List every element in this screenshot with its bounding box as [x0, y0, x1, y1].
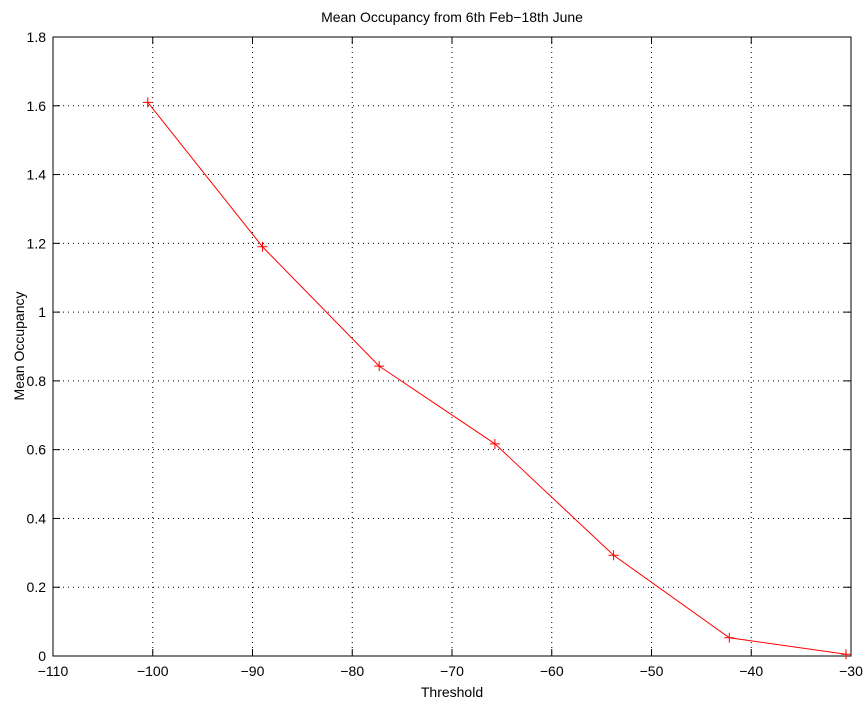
y-tick-label: 1.4	[27, 167, 47, 183]
grid	[53, 37, 851, 656]
x-tick-label: −60	[540, 663, 564, 679]
y-axis-label: Mean Occupancy	[11, 292, 27, 401]
x-axis-label: Threshold	[421, 684, 483, 700]
y-tick-label: 1.8	[27, 29, 47, 45]
data-point-marker	[374, 361, 385, 372]
x-tick-label: −80	[340, 663, 364, 679]
x-tick-label: −110	[38, 663, 69, 679]
y-tick-label: 0	[38, 648, 46, 664]
series-group	[142, 97, 852, 660]
y-tick-label: 1.6	[27, 98, 47, 114]
data-point-marker	[608, 550, 619, 561]
x-tick-label: −70	[440, 663, 464, 679]
chart-title: Mean Occupancy from 6th Feb−18th June	[321, 9, 583, 25]
data-point-marker	[724, 632, 735, 643]
y-tick-label: 0.4	[27, 510, 47, 526]
x-tick-label: −50	[640, 663, 664, 679]
x-tick-label: −40	[739, 663, 763, 679]
x-tick-label: −30	[839, 663, 863, 679]
x-tick-label: −100	[137, 663, 169, 679]
y-tick-label: 1	[38, 304, 46, 320]
data-point-marker	[257, 241, 268, 252]
y-tick-label: 1.2	[27, 235, 47, 251]
x-tick-label: −90	[241, 663, 265, 679]
y-tick-label: 0.6	[27, 442, 47, 458]
data-point-marker	[489, 438, 500, 449]
ticks: −110 −100 −90 −80 −70 −60 −50 −40 −30 0 0.2 0.4 0.6 0…	[27, 29, 864, 679]
y-tick-label: 0.2	[27, 579, 47, 595]
y-tick-label: 0.8	[27, 373, 47, 389]
data-point-marker	[841, 649, 852, 660]
data-point-marker	[142, 97, 153, 108]
